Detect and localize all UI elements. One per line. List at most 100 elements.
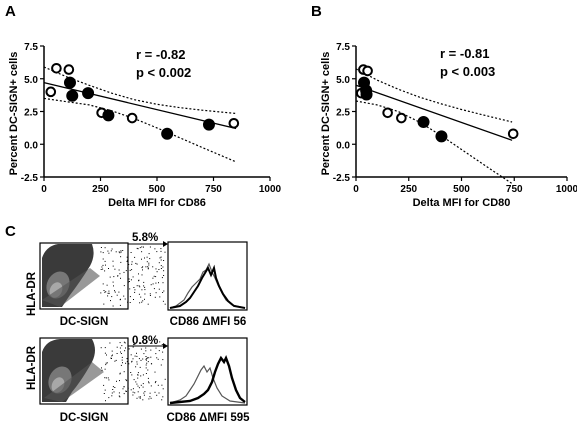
panel-letter-a: A bbox=[5, 3, 16, 20]
event-dot bbox=[154, 382, 156, 384]
event-dot bbox=[100, 251, 102, 253]
event-dot bbox=[144, 257, 145, 259]
event-dot bbox=[160, 268, 162, 269]
event-dot bbox=[140, 384, 142, 386]
event-dot bbox=[138, 285, 140, 287]
chart-a-y-tick-label: 5.0 bbox=[24, 75, 38, 86]
chart-b-filled-point bbox=[417, 115, 430, 128]
event-dot bbox=[116, 346, 118, 348]
event-dot bbox=[158, 282, 159, 284]
event-dot bbox=[104, 347, 106, 349]
chart-b-x-tick-label: 1000 bbox=[556, 184, 577, 195]
event-dot bbox=[144, 289, 146, 291]
event-dot bbox=[142, 386, 144, 388]
event-dot bbox=[143, 281, 145, 283]
event-dot bbox=[130, 389, 132, 391]
event-dot bbox=[153, 275, 155, 277]
event-dot bbox=[134, 289, 136, 291]
event-dot bbox=[123, 386, 125, 388]
event-dot bbox=[118, 291, 120, 293]
event-dot bbox=[108, 292, 110, 294]
event-dot bbox=[143, 353, 145, 355]
histogram-label-2: CD86 ΔMFI 595 bbox=[166, 412, 250, 424]
event-dot bbox=[115, 251, 117, 253]
event-dot bbox=[137, 248, 139, 250]
event-dot bbox=[142, 266, 144, 268]
event-dot bbox=[112, 260, 114, 262]
event-dot bbox=[105, 364, 107, 366]
event-dot bbox=[126, 358, 128, 360]
chart-a-y-tick-label: 7.5 bbox=[24, 42, 38, 53]
chart-b-annotation-r: r = -0.81 bbox=[440, 46, 490, 61]
histogram-control-2 bbox=[169, 364, 246, 404]
event-dot bbox=[105, 362, 107, 364]
event-dot bbox=[123, 295, 125, 297]
histogram-frame-1 bbox=[167, 241, 248, 311]
event-dot bbox=[123, 271, 125, 273]
event-dot bbox=[136, 352, 137, 354]
event-dot bbox=[160, 364, 162, 366]
event-dot bbox=[123, 371, 125, 373]
event-dot bbox=[114, 291, 116, 293]
event-dot bbox=[124, 342, 126, 344]
event-dot bbox=[120, 277, 121, 279]
chart-b-open-point bbox=[507, 128, 519, 140]
event-dot bbox=[119, 396, 121, 398]
event-dot bbox=[107, 377, 109, 379]
event-dot bbox=[145, 358, 147, 360]
event-dot bbox=[140, 359, 142, 361]
dot-plot-ylabel-2: HLA-DR bbox=[26, 345, 38, 390]
event-dot bbox=[162, 292, 164, 293]
event-dot bbox=[115, 359, 117, 361]
event-dot bbox=[138, 273, 139, 275]
event-dot bbox=[149, 396, 151, 398]
event-dot bbox=[163, 275, 165, 276]
chart-a-open-point bbox=[51, 62, 62, 74]
chart-b-x-tick-label: 750 bbox=[506, 184, 523, 195]
event-dot bbox=[133, 287, 135, 288]
event-dot bbox=[141, 274, 143, 276]
chart-b-y-tick-label: 5.0 bbox=[336, 75, 350, 86]
event-dot bbox=[128, 264, 130, 265]
chart-b-annotation-p: p < 0.003 bbox=[440, 64, 495, 79]
event-dot bbox=[119, 304, 121, 306]
event-dot bbox=[157, 384, 159, 386]
event-dot bbox=[162, 266, 164, 268]
event-dot bbox=[126, 390, 127, 392]
event-dot bbox=[163, 260, 165, 261]
dot-plot-density-2 bbox=[42, 339, 104, 402]
event-dot bbox=[154, 371, 156, 373]
event-dot bbox=[141, 267, 143, 269]
chart-a-filled-point bbox=[202, 118, 215, 131]
event-dot bbox=[122, 362, 123, 364]
event-dot bbox=[100, 247, 102, 248]
chart-b-open-point bbox=[396, 112, 407, 124]
event-dot bbox=[158, 262, 160, 264]
event-dot bbox=[147, 267, 149, 269]
event-dot bbox=[142, 374, 144, 376]
event-dot bbox=[111, 350, 113, 352]
event-dot bbox=[101, 367, 102, 369]
event-dot bbox=[139, 366, 141, 368]
event-dot bbox=[139, 286, 141, 288]
event-dot bbox=[136, 263, 138, 265]
chart-b-filled-point bbox=[435, 130, 448, 143]
event-dot bbox=[152, 266, 154, 268]
event-dot bbox=[112, 354, 113, 356]
event-dot bbox=[112, 305, 114, 307]
event-dot bbox=[155, 282, 157, 284]
event-dot bbox=[104, 352, 106, 354]
event-dot bbox=[150, 397, 152, 399]
event-dot bbox=[130, 372, 132, 373]
event-dot bbox=[116, 380, 117, 382]
event-dot bbox=[111, 392, 113, 394]
event-dot bbox=[141, 251, 143, 253]
event-dot bbox=[138, 396, 140, 398]
event-dot bbox=[142, 358, 144, 360]
event-dot bbox=[119, 347, 121, 349]
event-dot bbox=[103, 393, 105, 394]
event-dot bbox=[119, 373, 121, 375]
event-dot bbox=[146, 256, 148, 258]
event-dot bbox=[138, 280, 140, 282]
event-dot bbox=[149, 295, 151, 296]
